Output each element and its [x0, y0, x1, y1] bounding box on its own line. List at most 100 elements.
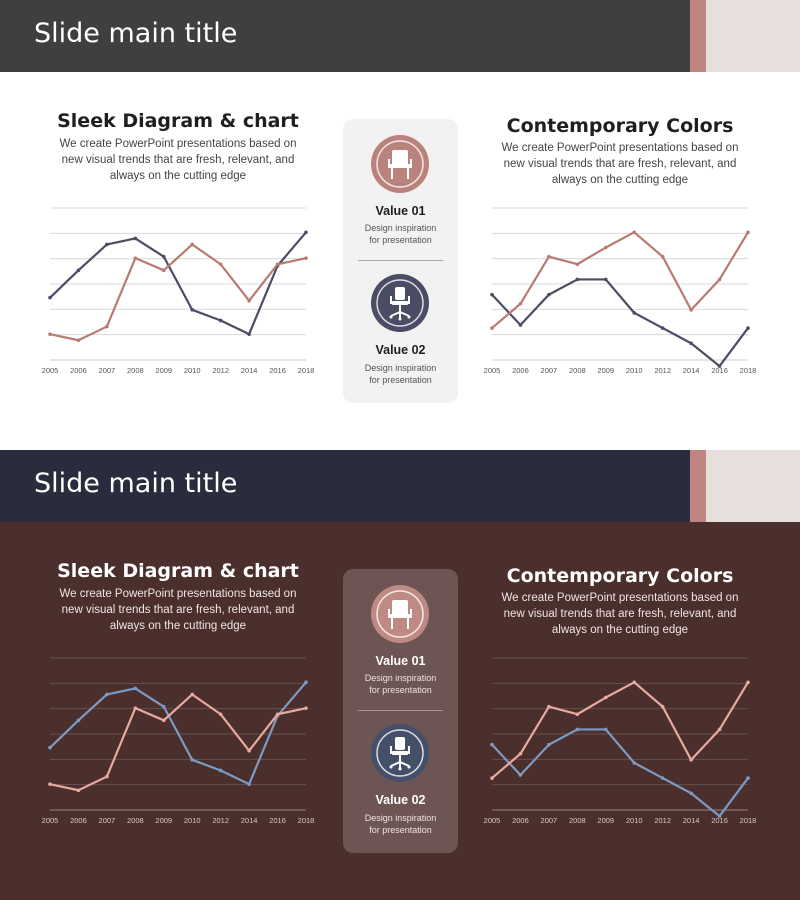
x-tick-label: 2012	[212, 366, 229, 375]
data-point	[547, 704, 551, 709]
header-accent-bar	[690, 450, 706, 522]
x-tick-label: 2016	[711, 366, 728, 375]
data-point	[660, 326, 665, 330]
data-point	[632, 680, 637, 685]
x-tick-label: 2007	[99, 366, 116, 375]
data-point	[218, 262, 223, 267]
data-point	[105, 692, 109, 697]
header-accent-block	[706, 0, 800, 72]
x-tick-label: 2005	[484, 816, 501, 825]
x-tick-label: 2008	[127, 816, 144, 825]
data-point	[717, 364, 722, 368]
data-point	[632, 761, 637, 765]
data-point	[133, 236, 138, 241]
data-point	[218, 712, 223, 717]
value-02-label: Value 02	[375, 343, 426, 357]
desc-line: for presentation	[369, 685, 432, 695]
series-line	[491, 278, 749, 368]
x-tick-label: 2012	[654, 816, 671, 825]
data-point	[161, 254, 166, 259]
data-point	[746, 326, 750, 330]
data-point	[48, 745, 52, 750]
desc-line: We create PowerPoint presentations based…	[501, 142, 739, 154]
data-point	[746, 680, 750, 685]
data-point	[518, 301, 523, 306]
data-point	[717, 277, 722, 282]
data-point	[632, 311, 637, 315]
data-point	[218, 318, 223, 323]
x-tick-label: 2005	[42, 366, 59, 375]
desc-line: new visual trends that are fresh, releva…	[61, 154, 295, 166]
office-chair-icon	[371, 724, 429, 782]
data-point	[547, 254, 551, 259]
data-point	[575, 262, 580, 267]
series-line	[491, 681, 749, 779]
series-line	[491, 231, 749, 329]
data-point	[575, 277, 580, 282]
data-point	[190, 242, 195, 247]
divider	[358, 710, 443, 711]
slide-light: Slide main title Sleek Diagram & chart W…	[0, 0, 800, 403]
x-tick-label: 2008	[569, 816, 586, 825]
series-line	[49, 243, 307, 342]
data-point	[275, 712, 280, 717]
desc-line: new visual trends that are fresh, releva…	[61, 604, 295, 616]
data-point	[105, 774, 109, 779]
x-tick-label: 2005	[484, 366, 501, 375]
desc-line: always on the cutting edge	[551, 624, 689, 636]
x-tick-label: 2008	[127, 366, 144, 375]
chair-icon	[371, 585, 429, 643]
x-tick-label: 2007	[541, 366, 558, 375]
data-point	[304, 706, 308, 710]
data-point	[632, 230, 637, 235]
desc-line: for presentation	[369, 825, 432, 835]
data-point	[547, 742, 551, 747]
data-point	[518, 773, 523, 777]
data-point	[490, 326, 494, 330]
series-line	[491, 728, 749, 818]
desc-line: Design inspiration	[364, 363, 437, 373]
data-point	[161, 268, 166, 273]
desc-line: We create PowerPoint presentations based…	[59, 588, 297, 600]
series-line	[49, 681, 307, 786]
data-point	[105, 242, 109, 247]
left-block-desc: We create PowerPoint presentations based…	[28, 586, 328, 634]
series-line	[49, 693, 307, 792]
right-block-desc: We create PowerPoint presentations based…	[470, 140, 770, 188]
x-tick-label: 2007	[99, 816, 116, 825]
data-point	[161, 718, 166, 723]
right-line-chart: 2005 2006 2007 2008 2009 2010 2012 2014 2016 2018	[484, 657, 756, 825]
data-point	[575, 727, 580, 732]
data-point	[575, 712, 580, 717]
x-tick-label: 2018	[298, 366, 315, 375]
data-point	[275, 262, 280, 267]
x-tick-label: 2012	[212, 816, 229, 825]
slide-header: Slide main title	[0, 0, 800, 72]
left-line-chart: 2005 2006 2007 2008 2009 2010 2012 2014 2016 2018	[42, 207, 315, 375]
desc-line: Design inspiration	[364, 813, 437, 823]
value-02-desc: Design inspiration for presentation	[343, 812, 458, 836]
data-point	[247, 298, 251, 303]
desc-line: for presentation	[369, 235, 432, 245]
x-tick-label: 2009	[597, 366, 614, 375]
data-point	[76, 268, 81, 273]
data-point	[717, 727, 722, 732]
divider	[358, 260, 443, 261]
x-tick-label: 2008	[569, 366, 586, 375]
right-line-chart: 2005 2006 2007 2008 2009 2010 2012 2014 2016 2018	[484, 207, 756, 375]
desc-line: Design inspiration	[364, 223, 437, 233]
desc-line: new visual trends that are fresh, releva…	[503, 158, 737, 170]
x-tick-label: 2009	[597, 816, 614, 825]
x-tick-label: 2006	[512, 366, 529, 375]
x-tick-label: 2018	[298, 816, 315, 825]
data-point	[603, 277, 608, 282]
data-point	[48, 332, 52, 336]
x-tick-label: 2014	[683, 366, 700, 375]
data-point	[161, 704, 166, 709]
data-point	[490, 292, 494, 297]
data-point	[490, 776, 494, 780]
data-point	[603, 727, 608, 732]
data-point	[133, 686, 138, 691]
x-tick-label: 2006	[70, 366, 87, 375]
x-tick-label: 2010	[626, 816, 643, 825]
